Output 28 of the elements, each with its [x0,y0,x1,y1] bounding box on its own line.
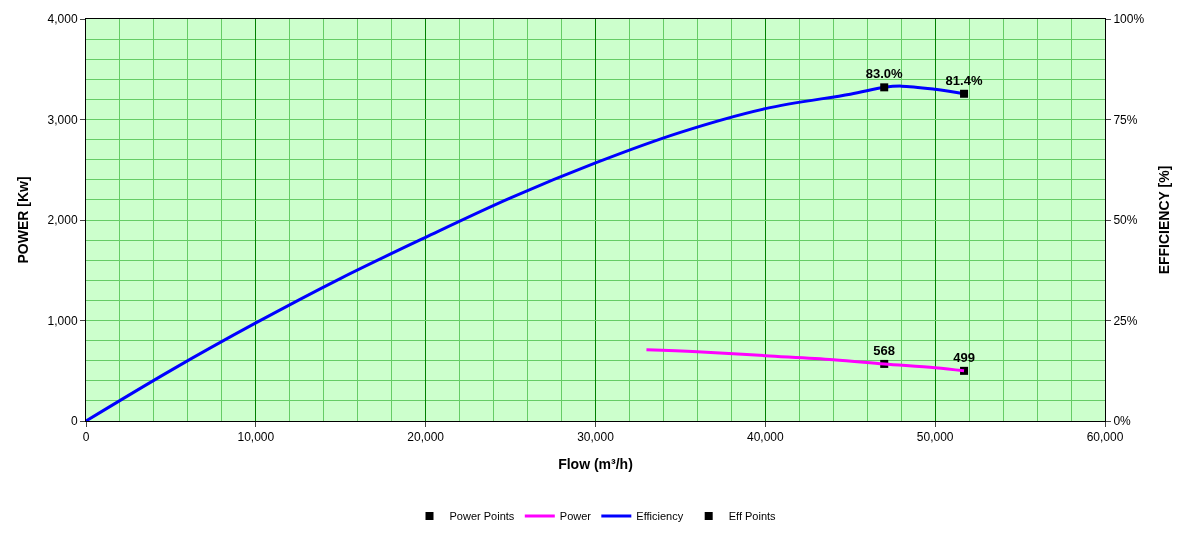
legend-label: Power Points [449,510,515,523]
x-tick-label: 20,000 [407,430,445,445]
y-tick-label: 1,000 [47,313,78,328]
data-label: 568 [873,342,896,358]
y2-tick-label: 75% [1113,112,1138,127]
y-tick-label: 4,000 [47,12,78,27]
x-tick-label: 50,000 [916,430,954,445]
x-tick-label: 30,000 [577,430,615,445]
data-label: 83.0% [865,66,904,82]
y-axis-title: POWER [Kw] [15,176,32,264]
x-axis-title: Flow (m³/h) [558,455,633,472]
y-tick-label: 3,000 [47,112,78,127]
legend-label: Power [559,510,592,523]
y2-tick-label: 50% [1113,213,1138,228]
x-tick-label: 0 [82,430,90,445]
y2-tick-label: 25% [1113,313,1138,328]
x-tick-label: 10,000 [237,430,275,445]
y2-tick-label: 100% [1113,12,1145,27]
y2-tick-label: 0% [1113,414,1132,429]
x-tick-label: 40,000 [746,430,785,445]
legend-label: Eff Points [728,510,777,523]
y2-axis-title: EFFICIENCY [%] [1155,165,1172,275]
data-label: 499 [953,349,975,365]
data-label: 81.4% [945,72,983,88]
legend-label: Efficiency [636,510,684,523]
y-tick-label: 0 [70,414,78,429]
y-tick-label: 2,000 [47,213,78,228]
x-tick-label: 60,000 [1086,430,1124,445]
